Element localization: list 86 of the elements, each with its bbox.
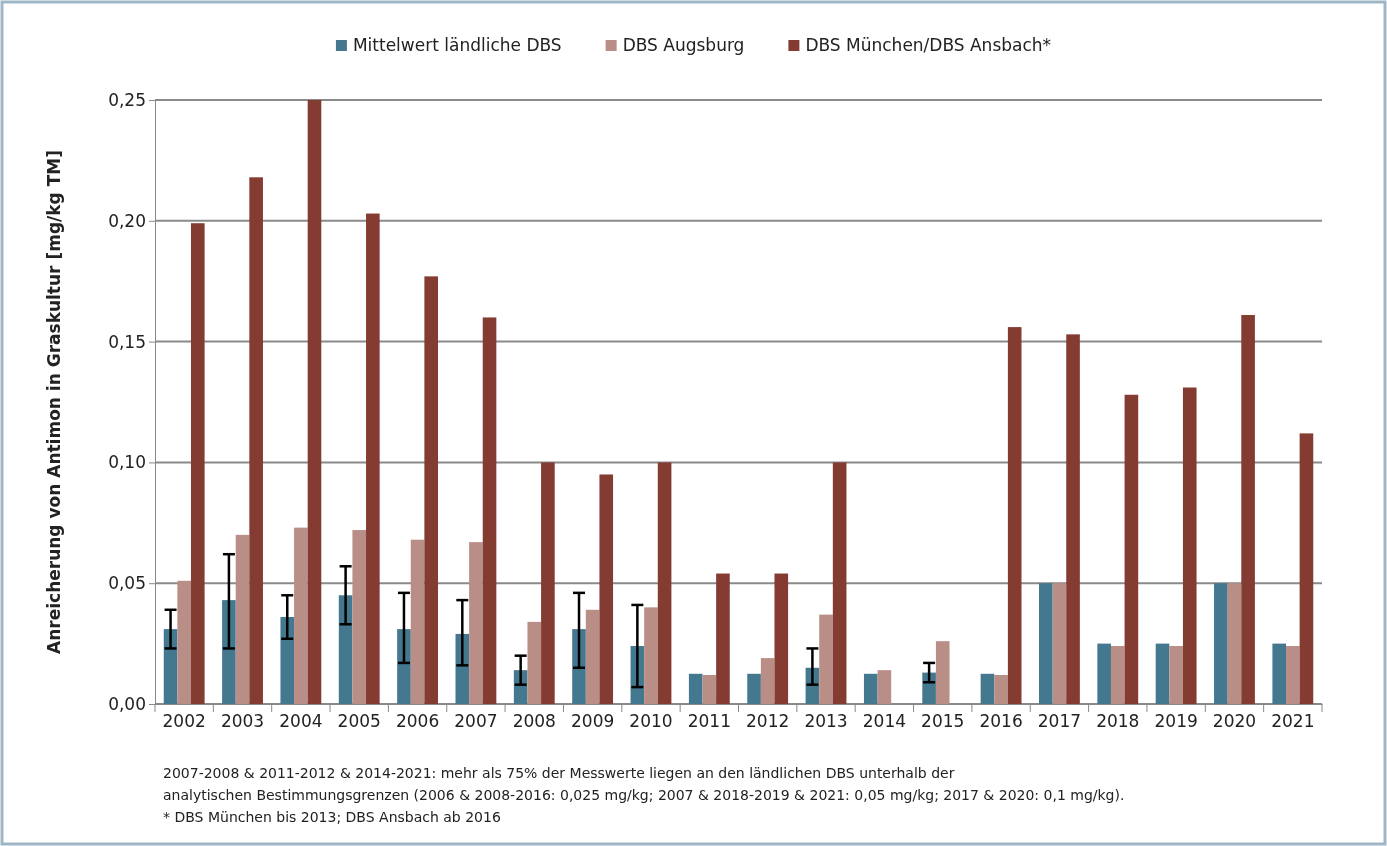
bar — [819, 614, 833, 704]
bar — [1286, 646, 1300, 704]
bar — [1155, 643, 1170, 704]
bar — [177, 580, 191, 704]
bar — [774, 573, 789, 704]
x-tick-label: 2013 — [804, 711, 848, 732]
bar — [935, 641, 950, 704]
text: * DBS München bis 2013; DBS Ansbach ab 2016 — [163, 809, 501, 825]
bar — [397, 629, 411, 704]
bar — [280, 617, 295, 704]
x-tick-label: 2020 — [1212, 711, 1257, 732]
bar — [527, 621, 542, 704]
x-tick-label: 2002 — [162, 711, 206, 732]
bar — [716, 573, 730, 704]
bar — [1214, 583, 1228, 704]
bar — [307, 100, 322, 704]
bar — [1124, 394, 1139, 704]
legend-label: DBS München/DBS Ansbach* — [805, 35, 1052, 55]
y-tick-label: 0,20 — [108, 210, 146, 231]
bar — [1110, 646, 1125, 704]
bar — [424, 276, 438, 704]
x-tick-label: 2007 — [454, 711, 498, 732]
bar — [469, 542, 483, 704]
x-tick-label: 2006 — [395, 711, 440, 732]
x-tick-label: 2009 — [570, 711, 615, 732]
bar — [1272, 643, 1287, 704]
bar — [980, 673, 995, 704]
bar — [644, 607, 658, 704]
x-tick-label: 2014 — [862, 711, 907, 732]
bar — [688, 673, 703, 704]
bar — [294, 527, 308, 704]
bar — [585, 609, 600, 704]
y-tick-label: 0,15 — [108, 331, 146, 352]
x-tick-label: 2010 — [629, 711, 673, 732]
bar — [994, 675, 1008, 704]
x-tick-label: 2011 — [687, 711, 731, 732]
bar — [366, 213, 380, 704]
bar — [863, 673, 878, 704]
x-tick-label: 2021 — [1271, 711, 1315, 732]
text: 2007-2008 & 2011-2012 & 2014-2021: mehr als 75% der Messwerte liegen an den ländlichen DBS unterhalb der — [163, 765, 955, 781]
bar — [702, 675, 717, 704]
y-tick-label: 0,00 — [108, 693, 146, 714]
text: analytischen Bestimmungsgrenzen (2006 & 2008-2016: 0,025 mg/kg; 2007 & 2018-2019 & 2021: 0,05 mg/kg; 2017 & 2020: 0,1 mg/kg). — [163, 787, 1125, 803]
bar — [760, 658, 775, 704]
bar — [190, 223, 205, 704]
y-axis-title: Anreicherung von Antimon in Graskultur [mg/kg TM] — [44, 150, 64, 654]
bar — [482, 317, 497, 704]
bar — [657, 462, 672, 704]
bar — [249, 177, 263, 704]
x-tick-label: 2003 — [220, 711, 265, 732]
bar — [1241, 315, 1255, 704]
bar — [1097, 643, 1111, 704]
x-tick-label: 2012 — [746, 711, 790, 732]
bar — [541, 462, 555, 704]
x-tick-label: 2004 — [279, 711, 323, 732]
x-tick-label: 2015 — [921, 711, 965, 732]
bar — [832, 462, 847, 704]
bar — [410, 539, 425, 704]
y-tick-label: 0,25 — [108, 89, 146, 110]
bar — [338, 595, 353, 704]
x-tick-label: 2017 — [1037, 711, 1082, 732]
bar — [1066, 334, 1080, 704]
x-tick-label: 2008 — [512, 711, 556, 732]
y-tick-label: 0,05 — [108, 573, 146, 594]
x-tick-label: 2005 — [337, 711, 381, 732]
bar — [235, 534, 250, 704]
bar — [1182, 387, 1197, 704]
bar — [222, 600, 236, 704]
bar — [599, 474, 614, 704]
legend-label: Mittelwert ländliche DBS — [352, 35, 562, 55]
bar — [352, 530, 367, 704]
y-tick-label: 0,10 — [108, 452, 146, 473]
bar — [1052, 583, 1067, 704]
x-tick-label: 2016 — [979, 711, 1023, 732]
bar — [572, 629, 586, 704]
bar — [1039, 583, 1053, 704]
bar — [877, 670, 892, 704]
x-tick-label: 2019 — [1154, 711, 1198, 732]
bar — [163, 629, 178, 704]
bar — [1169, 646, 1183, 704]
bar — [1227, 583, 1242, 704]
bar — [1299, 433, 1314, 704]
x-tick-label: 2018 — [1096, 711, 1140, 732]
bar — [747, 673, 761, 704]
legend-label: DBS Augsburg — [622, 35, 745, 55]
bar — [1007, 327, 1022, 704]
